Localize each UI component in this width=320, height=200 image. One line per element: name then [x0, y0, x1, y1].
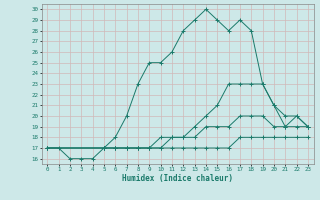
X-axis label: Humidex (Indice chaleur): Humidex (Indice chaleur) [122, 174, 233, 183]
